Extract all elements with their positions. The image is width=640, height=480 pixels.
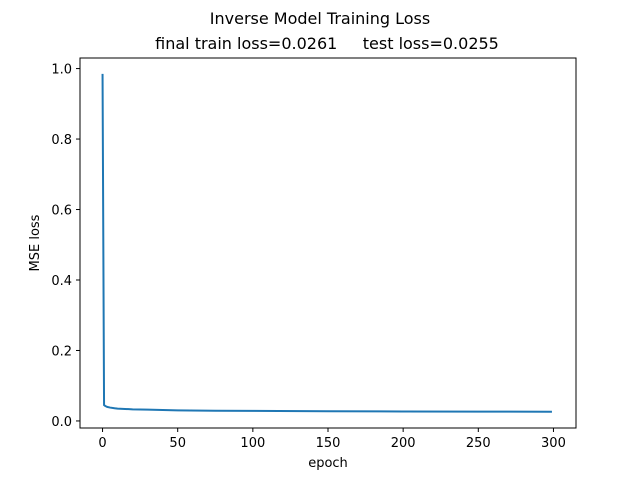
x-axis-label: epoch [308, 456, 348, 471]
x-tick-label: 300 [541, 436, 566, 451]
y-tick-label: 1.0 [51, 63, 72, 78]
plot-area-frame [79, 57, 577, 429]
chart-subtitle: final train loss=0.0261 test loss=0.0255 [155, 34, 499, 53]
x-tick-label: 200 [391, 436, 416, 451]
x-tick-label: 50 [169, 436, 186, 451]
y-tick-label: 0.6 [51, 204, 72, 219]
y-tick-label: 0.4 [51, 274, 72, 289]
x-tick-label: 0 [98, 436, 106, 451]
loss-series-line [101, 73, 552, 413]
y-tick-label: 0.2 [51, 344, 72, 359]
y-axis: 0.0 0.2 0.4 0.6 0.8 1.0 [51, 63, 80, 430]
y-axis-label: MSE loss [28, 214, 43, 271]
x-tick-label: 250 [466, 436, 491, 451]
y-tick-label: 0.8 [51, 133, 72, 148]
chart-title: Inverse Model Training Loss [210, 9, 430, 28]
y-tick-label: 0.0 [51, 415, 72, 430]
series-layer [101, 73, 552, 413]
x-tick-label: 100 [240, 436, 265, 451]
x-axis: 0 50 100 150 200 250 300 [98, 428, 566, 451]
x-tick-label: 150 [316, 436, 341, 451]
